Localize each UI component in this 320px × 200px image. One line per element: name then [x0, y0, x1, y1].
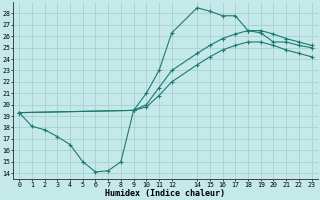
X-axis label: Humidex (Indice chaleur): Humidex (Indice chaleur) — [105, 189, 225, 198]
